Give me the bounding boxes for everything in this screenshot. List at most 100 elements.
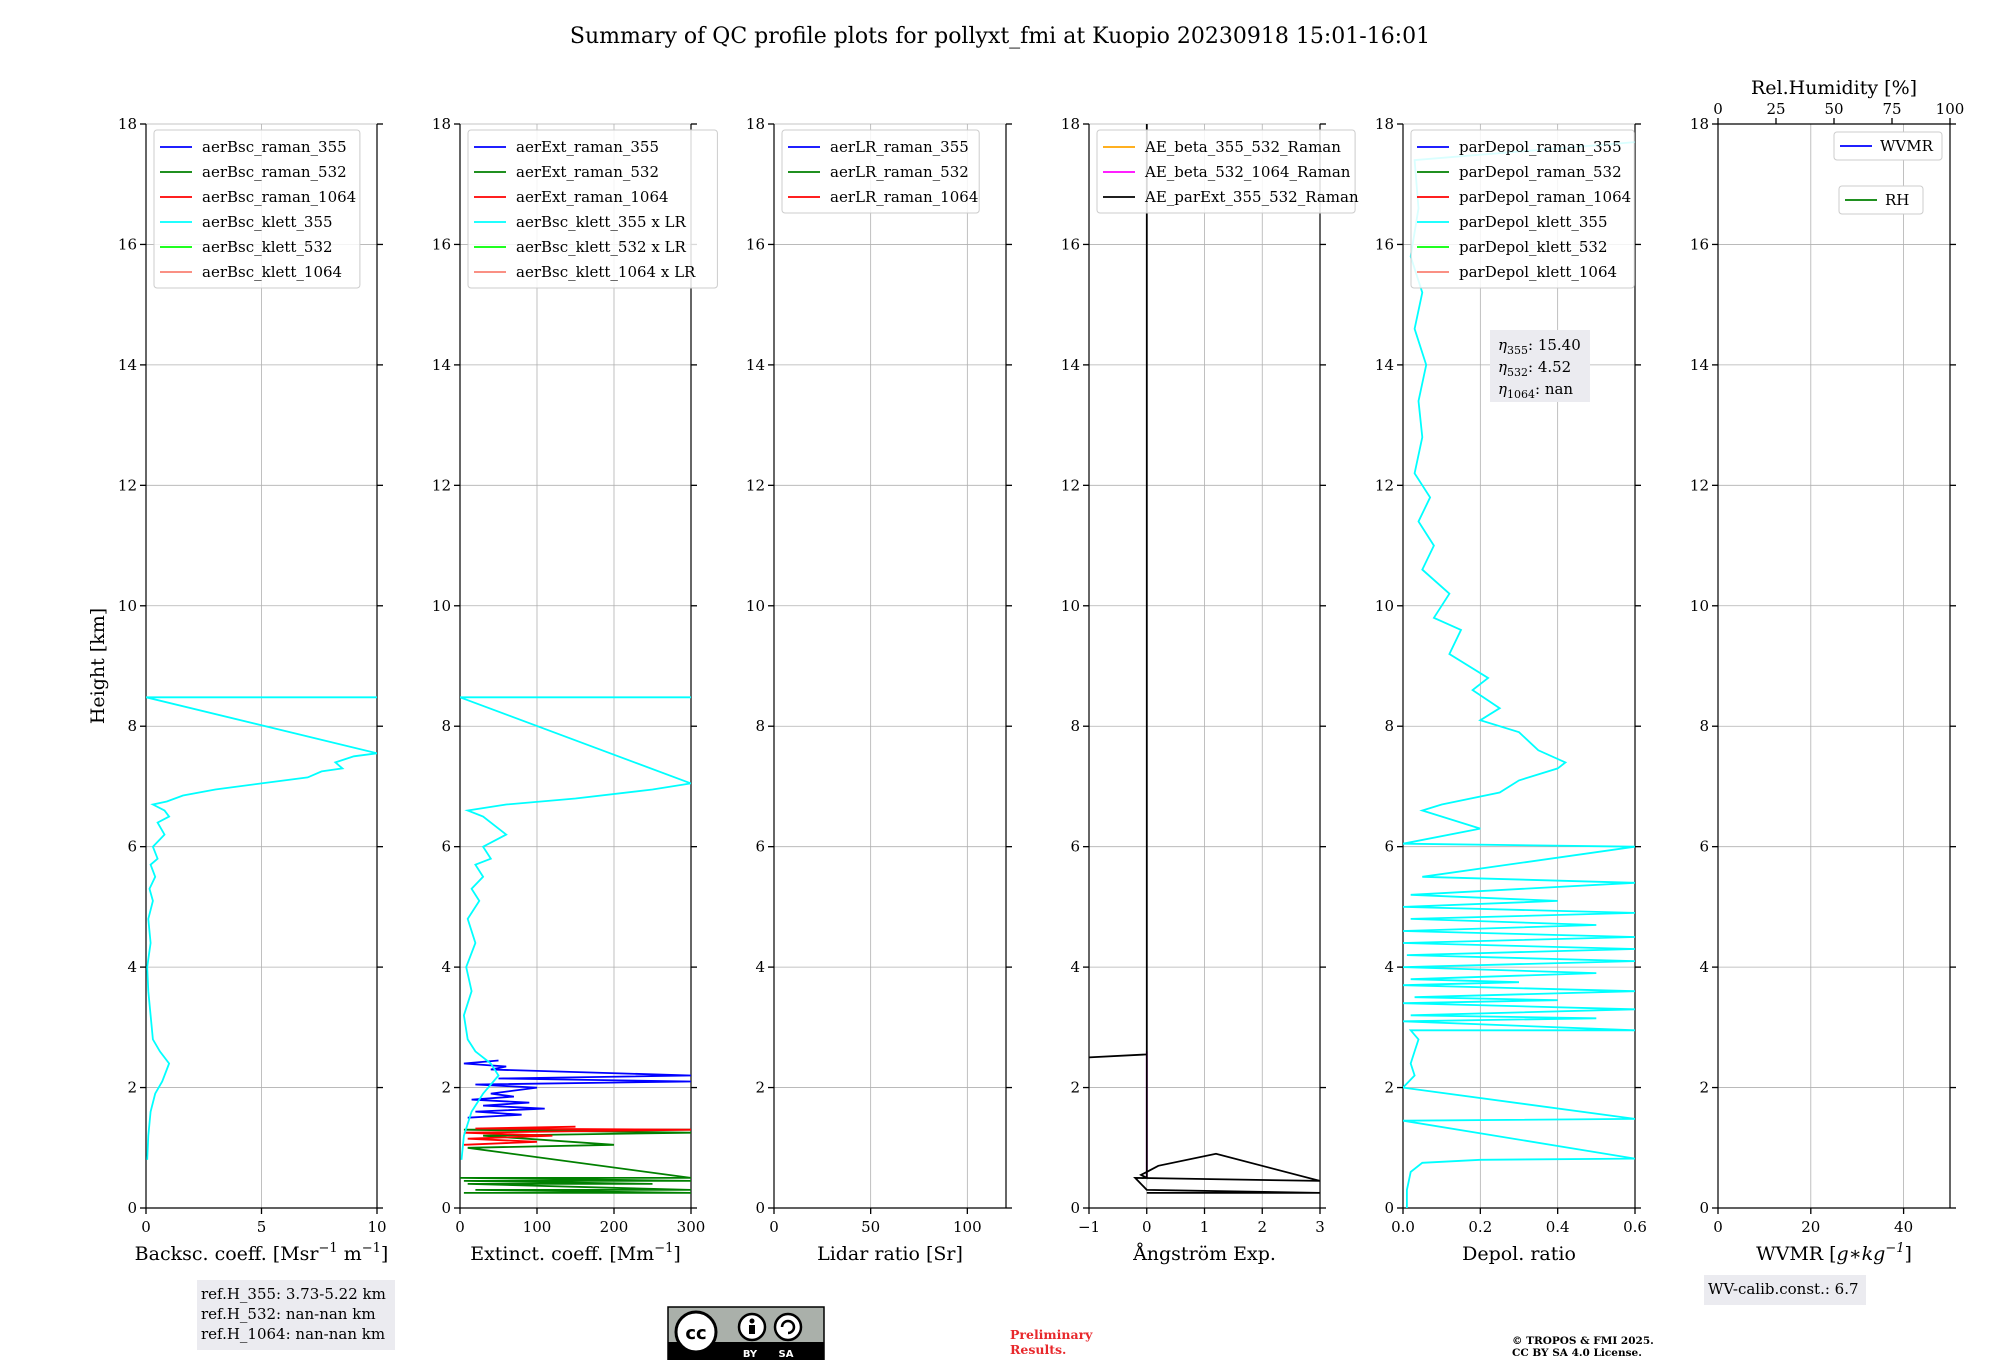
legend-entry: aerExt_raman_1064	[516, 188, 669, 206]
y-tick-label: 14	[118, 356, 137, 374]
y-tick-label: 18	[1061, 115, 1080, 133]
x-tick-label: 0.6	[1623, 1218, 1647, 1236]
y-tick-label: 18	[118, 115, 137, 133]
legend-entry: aerLR_raman_1064	[830, 188, 978, 206]
legend-entry: AE_parExt_355_532_Raman	[1144, 188, 1359, 206]
x-tick-label: 10	[367, 1218, 386, 1236]
y-tick-label: 14	[1061, 356, 1080, 374]
series-group	[460, 696, 691, 1194]
legend-entry: aerBsc_klett_1064	[202, 263, 342, 281]
x-tick-label: 0.2	[1468, 1218, 1492, 1236]
copyright-line2: CC BY SA 4.0 License.	[1512, 1347, 1642, 1359]
legend-entry: AE_beta_355_532_Raman	[1144, 138, 1341, 156]
series-AE_parExt_355_532_Raman	[1089, 124, 1320, 1194]
y-tick-label: 8	[441, 717, 451, 735]
x-axis-label: Depol. ratio	[1462, 1243, 1576, 1265]
eta-line: η355: 15.40	[1498, 336, 1581, 357]
y-tick-label: 6	[1070, 838, 1080, 856]
y-tick-label: 0	[127, 1199, 137, 1217]
legend-entry: aerBsc_klett_532 x LR	[516, 238, 687, 256]
y-tick-label: 2	[1699, 1079, 1709, 1097]
x-tick-label: 1	[1200, 1218, 1210, 1236]
legend-box	[1096, 129, 1356, 214]
y-tick-label: 2	[1384, 1079, 1394, 1097]
legend-entry: aerBsc_klett_355 x LR	[516, 213, 687, 231]
y-tick-label: 16	[1061, 235, 1080, 253]
y-tick-label: 16	[432, 235, 451, 253]
y-tick-label: 4	[1384, 958, 1394, 976]
y-tick-label: 12	[432, 476, 451, 494]
y-tick-label: 18	[746, 115, 765, 133]
legend-box	[1410, 129, 1635, 289]
top-x-tick-label: 50	[1824, 100, 1843, 118]
y-tick-label: 12	[1375, 476, 1394, 494]
y-tick-label: 14	[1375, 356, 1394, 374]
info-line: ref.H_532: nan-nan km	[201, 1305, 376, 1323]
preliminary-note-line1: Preliminary	[1010, 1327, 1093, 1342]
legend-entry: aerBsc_klett_1064 x LR	[516, 263, 696, 281]
y-tick-label: 12	[1061, 476, 1080, 494]
y-tick-label: 0	[441, 1199, 451, 1217]
cc-license-badge: cc BY SA	[667, 1306, 825, 1360]
y-tick-label: 14	[746, 356, 765, 374]
x-tick-label: 40	[1894, 1218, 1913, 1236]
legend-entry: aerBsc_klett_355	[202, 213, 333, 231]
legend-box	[153, 129, 361, 289]
legend-box	[781, 129, 980, 214]
series-aerBsc_klett_355 x LR	[460, 696, 691, 1160]
y-tick-label: 6	[441, 838, 451, 856]
y-tick-label: 8	[1699, 717, 1709, 735]
y-tick-label: 4	[127, 958, 137, 976]
top-x-tick-label: 75	[1882, 100, 1901, 118]
series-aerBsc_klett_355	[146, 696, 377, 1160]
y-tick-label: 16	[118, 235, 137, 253]
eta-line: η1064: nan	[1498, 380, 1573, 401]
y-tick-label: 4	[1070, 958, 1080, 976]
x-tick-label: 300	[677, 1218, 706, 1236]
legend-entry: aerExt_raman_532	[516, 163, 659, 181]
y-tick-label: 14	[432, 356, 451, 374]
top-x-tick-label: 0	[1713, 100, 1723, 118]
series-group	[1089, 124, 1320, 1194]
y-tick-label: 12	[746, 476, 765, 494]
info-box	[197, 1280, 395, 1350]
x-tick-label: 2	[1257, 1218, 1267, 1236]
y-tick-label: 16	[1375, 235, 1394, 253]
x-axis-label: WVMR [g∗kg−1]	[1756, 1241, 1912, 1265]
x-tick-label: 20	[1801, 1218, 1820, 1236]
eta-line: η532: 4.52	[1498, 358, 1571, 379]
y-tick-label: 2	[127, 1079, 137, 1097]
y-tick-label: 16	[1690, 235, 1709, 253]
y-tick-label: 0	[1699, 1199, 1709, 1217]
y-tick-label: 2	[441, 1079, 451, 1097]
x-tick-label: 200	[600, 1218, 629, 1236]
x-tick-label: 50	[861, 1218, 880, 1236]
info-line: ref.H_1064: nan-nan km	[201, 1325, 385, 1343]
y-tick-label: 10	[1375, 597, 1394, 615]
y-tick-label: 10	[432, 597, 451, 615]
x-tick-label: 0	[1713, 1218, 1723, 1236]
x-tick-label: 100	[523, 1218, 552, 1236]
y-tick-label: 14	[1690, 356, 1709, 374]
panel-dep: 0 2 4 6 8 10 12 14 16 18 0.0 0.2 0.4 0.6 Depol. ratio p…	[1375, 115, 1647, 1265]
legend-entry: RH	[1885, 191, 1909, 209]
x-tick-label: 0.4	[1546, 1218, 1570, 1236]
legend-entry: aerBsc_klett_532	[202, 238, 333, 256]
y-tick-label: 4	[1699, 958, 1709, 976]
series-group	[146, 696, 377, 1160]
x-axis-label: Ångström Exp.	[1132, 1243, 1276, 1265]
legend-entry: parDepol_klett_1064	[1459, 263, 1617, 281]
y-tick-label: 18	[1690, 115, 1709, 133]
panel-ext: 0 2 4 6 8 10 12 14 16 18 0 100 200 300 Extinct. coeff.…	[432, 115, 718, 1265]
series-group	[1403, 141, 1635, 1208]
y-tick-label: 6	[755, 838, 765, 856]
copyright-line1: © TROPOS & FMI 2025.	[1512, 1335, 1654, 1347]
eta-box	[1490, 330, 1590, 402]
y-tick-label: 12	[1690, 476, 1709, 494]
y-tick-label: 4	[755, 958, 765, 976]
legend-entry: aerBsc_raman_1064	[202, 188, 356, 206]
x-tick-label: 5	[257, 1218, 267, 1236]
y-tick-label: 0	[755, 1199, 765, 1217]
